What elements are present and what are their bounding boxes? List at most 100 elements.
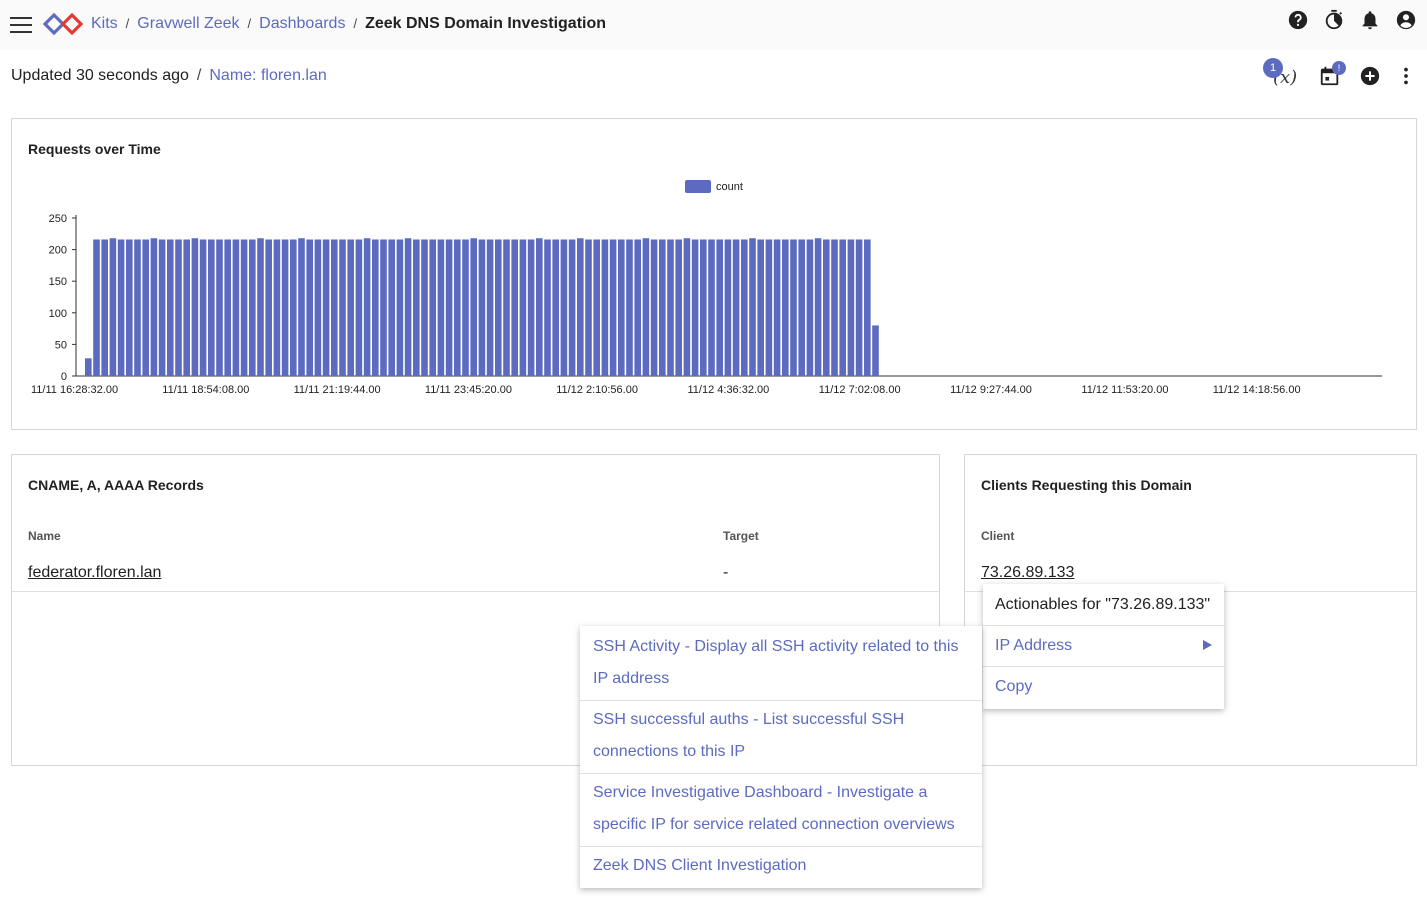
y-tick-label: 0 xyxy=(61,371,67,383)
chart-bar xyxy=(101,239,108,376)
chart-bar xyxy=(355,239,363,376)
client-ip-cell[interactable]: 73.26.89.133 xyxy=(981,564,1075,581)
chart-bar xyxy=(798,239,805,376)
chart-bar xyxy=(339,239,346,376)
chart-bar xyxy=(388,239,395,376)
chart-bar xyxy=(380,239,387,376)
chart-bar xyxy=(404,238,412,376)
more-vert-icon[interactable] xyxy=(1395,65,1417,87)
submenu-item-line: connections to this IP xyxy=(593,743,746,760)
breadcrumb: Kits / Gravwell Zeek / Dashboards / Zeek DNS D… xyxy=(91,14,606,34)
chart-bar xyxy=(503,239,510,376)
chart-bar xyxy=(363,238,371,376)
chart-bar xyxy=(240,239,248,376)
chart-bar xyxy=(609,239,617,376)
chart-bar xyxy=(249,239,256,376)
chart-bar xyxy=(322,239,330,376)
chart-bar xyxy=(700,239,707,376)
gravwell-logo[interactable] xyxy=(43,11,83,37)
column-header-target[interactable]: Target xyxy=(723,529,759,543)
chart-bar xyxy=(790,239,797,376)
submenu-arrow-icon xyxy=(1203,640,1212,650)
menu-divider xyxy=(983,666,1224,667)
chart-bar xyxy=(814,238,822,376)
chart-bar xyxy=(659,239,666,376)
chart-bar xyxy=(634,239,641,376)
chart-bar xyxy=(372,239,379,376)
chart-bar xyxy=(396,239,404,376)
submenu-item-line: SSH successful auths - List successful S… xyxy=(593,711,905,728)
hamburger-menu-icon[interactable] xyxy=(9,14,33,34)
chart-bar xyxy=(765,239,773,376)
chart-bar xyxy=(831,239,838,376)
breadcrumb-dashboards[interactable]: Dashboards xyxy=(259,15,346,32)
menu-item-ip-address[interactable]: IP Address xyxy=(983,637,1224,657)
chart-bar xyxy=(183,239,190,376)
actionables-header: Actionables for "73.26.89.133" xyxy=(995,596,1211,613)
calendar-button[interactable]: ! xyxy=(1319,61,1346,87)
chart-bar xyxy=(232,239,240,376)
submenu-item-ssh-activity[interactable]: SSH Activity - Display all SSH activity … xyxy=(580,631,982,695)
chart-bar xyxy=(470,238,477,376)
x-tick-label: 11/12 7:02:08.00 xyxy=(819,384,901,396)
chart-title: Requests over Time xyxy=(28,141,161,157)
account-icon[interactable] xyxy=(1395,9,1417,31)
requests-bar-chart: count 0 50 100 150 200 250 11/11 16:28:32.00 11/… xyxy=(31,180,1382,396)
legend-swatch xyxy=(685,180,711,193)
chart-bar xyxy=(601,239,609,376)
chart-bar xyxy=(486,239,494,376)
chart-bar xyxy=(208,239,215,376)
calendar-badge: ! xyxy=(1332,61,1346,75)
chart-bar xyxy=(536,238,543,376)
x-tick-label: 11/11 16:28:32.00 xyxy=(31,384,118,396)
chart-bar xyxy=(109,238,117,376)
chart-bar xyxy=(273,239,281,376)
timer-icon[interactable] xyxy=(1323,9,1345,31)
chart-bar xyxy=(175,239,182,376)
chart-bar xyxy=(577,238,584,376)
chart-bar xyxy=(167,239,174,376)
chart-bar xyxy=(544,239,551,376)
chart-bar xyxy=(281,239,289,376)
x-tick-label: 11/12 4:36:32.00 xyxy=(688,384,770,396)
x-tick-label: 11/11 21:19:44.00 xyxy=(294,384,381,396)
chart-bar xyxy=(445,239,453,376)
x-tick-label: 11/12 2:10:56.00 xyxy=(556,384,638,396)
chart-bar xyxy=(429,239,436,376)
bell-icon[interactable] xyxy=(1359,9,1381,31)
submenu-item-ssh-successful-auths[interactable]: SSH successful auths - List successful S… xyxy=(580,704,982,768)
chart-bar xyxy=(93,239,100,376)
updated-status: Updated 30 seconds ago xyxy=(11,67,189,84)
submenu-item-zeek-dns-client-investigation[interactable]: Zeek DNS Client Investigation xyxy=(580,850,982,882)
add-circle-icon[interactable] xyxy=(1359,65,1381,87)
column-header-client[interactable]: Client xyxy=(981,529,1015,543)
y-tick-label: 100 xyxy=(49,308,67,320)
breadcrumb-gravwell-zeek[interactable]: Gravwell Zeek xyxy=(137,15,240,32)
breadcrumb-separator: / xyxy=(247,16,252,31)
menu-item-copy[interactable]: Copy xyxy=(983,678,1224,698)
y-tick-label: 50 xyxy=(55,339,67,351)
breadcrumb-kits[interactable]: Kits xyxy=(91,15,118,32)
chart-bar xyxy=(618,239,625,376)
chart-bar xyxy=(823,239,830,376)
filter-name-chip[interactable]: Name: floren.lan xyxy=(209,67,327,84)
submenu-item-service-investigative-dashboard[interactable]: Service Investigative Dashboard - Invest… xyxy=(580,777,982,841)
top-bar: Kits / Gravwell Zeek / Dashboards / Zeek DNS D… xyxy=(0,0,1427,50)
menu-item-label: IP Address xyxy=(995,637,1073,654)
menu-divider xyxy=(580,773,982,774)
chart-bar xyxy=(872,325,879,376)
column-header-name[interactable]: Name xyxy=(28,529,61,543)
record-name-cell[interactable]: federator.floren.lan xyxy=(28,564,162,581)
chart-bar xyxy=(552,239,559,376)
chart-bar xyxy=(224,239,231,376)
chart-bar xyxy=(626,239,633,376)
chart-bar xyxy=(716,239,723,376)
chart-bar xyxy=(642,238,650,376)
help-icon[interactable] xyxy=(1287,9,1309,31)
x-tick-label: 11/12 9:27:44.00 xyxy=(950,384,1032,396)
variables-button[interactable]: (x) 1 xyxy=(1261,58,1301,94)
breadcrumb-separator: / xyxy=(125,16,130,31)
chart-bar xyxy=(290,239,297,376)
chart-bar xyxy=(691,239,699,376)
chart-bar xyxy=(413,239,420,376)
